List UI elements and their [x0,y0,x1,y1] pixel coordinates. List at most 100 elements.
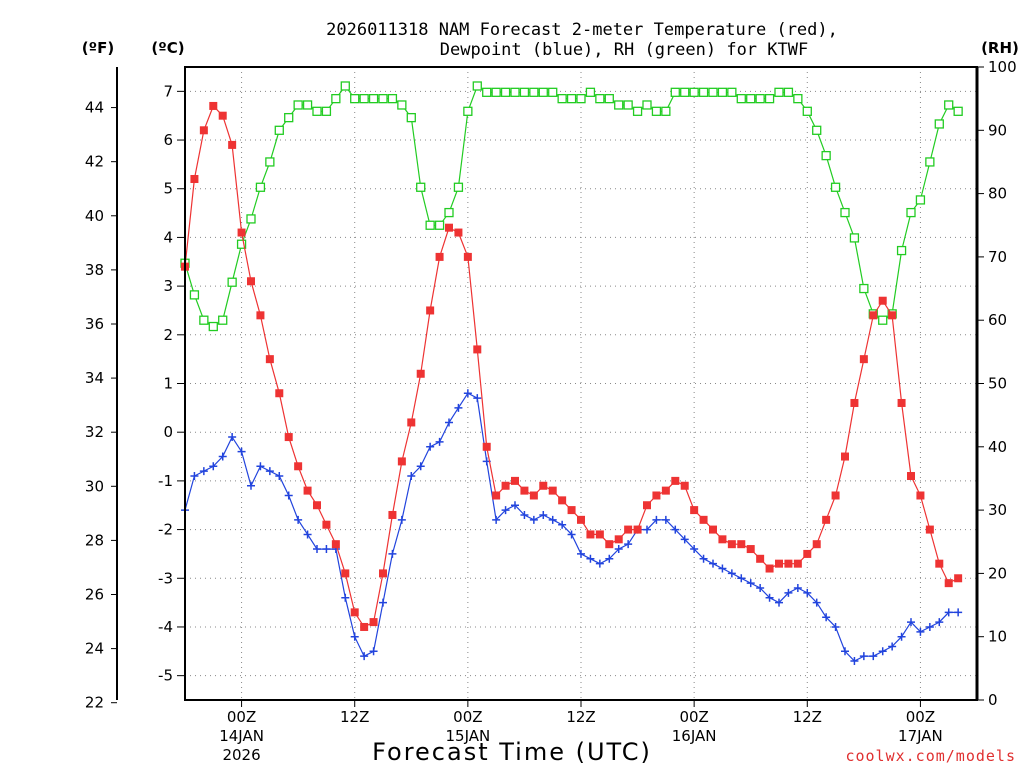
dewpoint-line [184,392,959,662]
time-tick-date: 15JAN [445,727,490,745]
dewpoint-point [784,588,793,597]
rh-tick-label: 30 [988,501,1007,519]
relative-humidity-point [340,81,350,91]
time-tick-label: 00Z [906,708,935,726]
chart-title-line-1: 2026011318 NAM Forecast 2-meter Temperat… [326,20,838,40]
relative-humidity-point [944,100,954,110]
relative-humidity-point [783,87,794,97]
relative-humidity-point [614,100,624,110]
dewpoint-point [209,462,218,471]
chart-title-line-2: Dewpoint (blue), RH (green) for KTWF [440,40,808,60]
dewpoint-point [445,418,453,427]
relative-humidity-point [463,106,473,116]
temperature-point [878,296,887,305]
relative-humidity-point [793,94,803,104]
temperature-point [539,481,548,490]
temperature-point [388,510,397,519]
rh-tick-label: 50 [988,375,1007,393]
relative-humidity-point [755,94,765,104]
dewpoint-point [360,652,369,661]
relative-humidity-point [529,87,539,97]
relative-humidity-point [199,315,209,325]
relative-humidity-point [878,315,888,325]
celsius-tick-label: -2 [158,521,173,539]
relative-humidity-point [896,245,907,256]
rh-tick-label: 100 [988,58,1017,76]
dewpoint-point [199,467,208,476]
temperature-point [822,515,831,524]
fahrenheit-tick-label: 30 [85,477,104,495]
temperature-point [218,111,227,120]
temperature-point [294,462,303,471]
relative-humidity-point [934,119,944,129]
temperature-point [209,101,218,110]
relative-humidity-point [482,87,492,97]
temperature-point [888,311,897,320]
temperature-point [916,491,925,500]
relative-humidity-point [604,94,614,104]
rh-tick-label: 80 [988,185,1007,203]
relative-humidity-point [350,94,360,104]
relative-humidity-point [378,94,388,104]
relative-humidity-point [736,94,746,104]
temperature-point [869,311,878,320]
temperature-point [322,520,331,529]
temperature-point [614,535,623,544]
relative-humidity-point [397,100,407,110]
chart-grid [185,67,977,700]
dewpoint-point [605,554,614,563]
temperature-point [859,355,868,364]
relative-humidity-point [849,233,860,243]
temperature-line [184,104,959,628]
relative-humidity-point [830,182,841,192]
relative-humidity-point [189,290,200,300]
dewpoint-point [661,515,670,524]
dewpoint-point [793,584,802,593]
relative-humidity-point [859,283,869,294]
dewpoint-point [350,632,359,641]
temperature-point [426,306,435,315]
temperature-point [793,559,802,568]
celsius-unit-label: (ºC) [151,39,184,57]
temperature-point [548,486,557,495]
dewpoint-point [577,549,585,558]
temperature-point [605,540,614,549]
fahrenheit-tick-label: 44 [85,99,104,117]
dewpoint-point [435,437,444,446]
fahrenheit-tick-label: 24 [85,640,104,658]
temperature-point [284,433,293,442]
dewpoint-point [878,647,887,656]
temperature-point [595,530,604,539]
dewpoint-point [341,593,350,602]
fahrenheit-tick-label: 34 [85,369,104,387]
relative-humidity-series [180,81,963,332]
dewpoint-point [548,515,557,524]
dewpoint-point [388,549,397,558]
rh-tick-label: 40 [988,438,1007,456]
temperature-point [954,574,963,583]
temperature-point [690,506,699,515]
relative-humidity-point [538,87,548,97]
time-tick-label: 12Z [566,708,595,726]
temperature-point [303,486,312,495]
dewpoint-point [595,559,604,568]
relative-humidity-point [444,207,454,218]
relative-humidity-point [500,87,511,97]
dewpoint-point [643,525,651,534]
relative-humidity-point [434,220,445,230]
relative-humidity-point [227,277,237,287]
dewpoint-point [454,403,463,412]
dewpoint-point [727,569,736,578]
celsius-tick-label: 3 [163,277,173,295]
dewpoint-point [737,574,746,583]
temperature-point [680,481,689,490]
temperature-point [369,618,378,627]
dewpoint-point [511,501,519,510]
dewpoint-point [812,598,821,607]
dewpoint-point [303,530,312,539]
dewpoint-point [463,389,472,398]
relative-humidity-point [218,315,228,325]
relative-humidity-point [510,87,520,97]
dewpoint-point [294,515,303,524]
time-tick-date: 17JAN [898,727,943,745]
